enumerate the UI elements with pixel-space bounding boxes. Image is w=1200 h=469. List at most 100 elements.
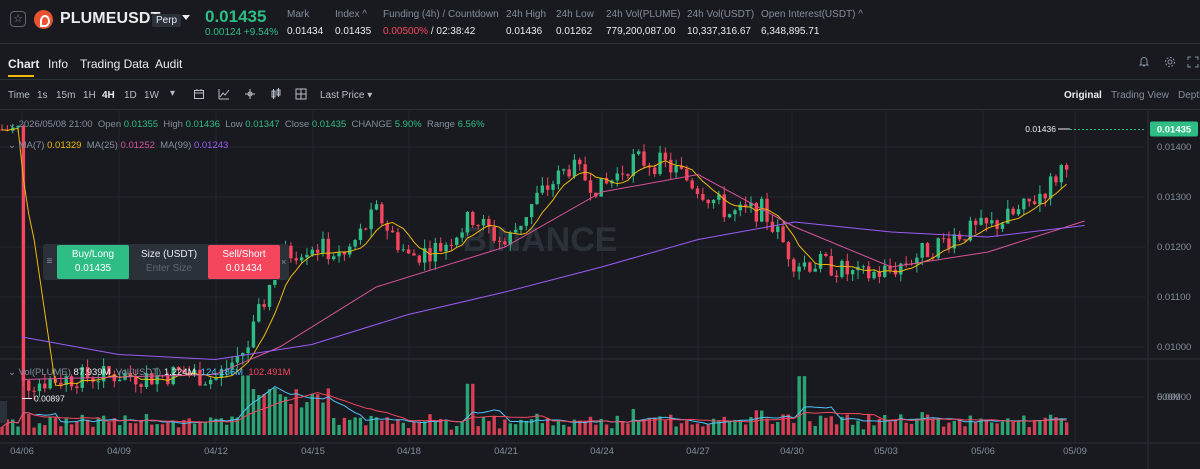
price-source-select[interactable]: Last Price ▾ [320, 90, 373, 101]
volume-bar-up [219, 418, 224, 435]
view-trading-view[interactable]: Trading View [1111, 90, 1169, 101]
volume-bar-up [861, 429, 866, 435]
candle-up [850, 270, 855, 275]
x-tick-label: 04/15 [301, 446, 325, 457]
candle-up [192, 369, 197, 375]
buy-long-button[interactable]: Buy/Long 0.01435 [57, 245, 129, 279]
volume-bar-up [818, 415, 823, 435]
candle-up [990, 220, 994, 224]
candle-down [342, 252, 347, 255]
volume-bar-up [455, 425, 459, 435]
plume-coin-icon [34, 10, 53, 29]
volume-bar-up [508, 423, 512, 435]
volume-bar-down [808, 421, 812, 435]
candle-up [818, 253, 823, 269]
settings-collapse-icon: ⌄ [8, 119, 16, 130]
volume-bar-up [1006, 418, 1010, 435]
candle-down [75, 386, 79, 388]
chart-tabs: Chart Info Trading Data Audit [0, 44, 1200, 80]
volume-bar-down [706, 424, 710, 435]
bell-icon[interactable] [1138, 56, 1150, 71]
volume-bar-down [112, 418, 117, 435]
candle-up [208, 379, 213, 385]
interval-1w[interactable]: 1W [144, 90, 159, 101]
interval-1d[interactable]: 1D [124, 90, 137, 101]
candle-up [636, 151, 641, 155]
candle-up [273, 276, 277, 285]
volume-bar-up [802, 376, 807, 435]
volume-bar-down [786, 414, 791, 435]
indicator-icon[interactable] [218, 88, 230, 103]
stat-24h-low: 24h Low 0.01262 [556, 9, 594, 37]
volume-bar-up [80, 414, 84, 435]
symbol-name[interactable]: PLUMEUSDT [60, 10, 161, 27]
candle-up [519, 225, 523, 230]
interval-15m[interactable]: 15m [56, 90, 76, 101]
interval-1s[interactable]: 1s [37, 90, 48, 101]
candle-down [476, 225, 480, 227]
tab-audit[interactable]: Audit [155, 57, 183, 71]
size-input[interactable]: Size (USDT) Enter Size [140, 249, 198, 274]
volume-bar-up [321, 402, 325, 435]
calendar-icon[interactable] [193, 88, 205, 103]
layout-icon[interactable] [295, 88, 307, 103]
volume-bar-up [37, 423, 42, 435]
candle-up [1038, 193, 1042, 205]
candle-down [786, 242, 791, 260]
candle-down [792, 259, 796, 272]
last-price: 0.01435 [205, 7, 267, 26]
tab-chart[interactable]: Chart [8, 57, 40, 71]
candle-down [1043, 193, 1047, 199]
stat-value: 10,337,316.67 [687, 26, 751, 37]
volume-bar-up [299, 407, 304, 435]
sell-short-button[interactable]: Sell/Short 0.01434 [208, 245, 280, 279]
chart-type-icon[interactable] [244, 88, 256, 103]
x-tick-label: 04/30 [780, 446, 804, 457]
candle-down [166, 375, 170, 385]
candle-down [59, 382, 63, 385]
candle-up [358, 228, 363, 240]
tab-trading-data[interactable]: Trading Data [80, 57, 149, 71]
candle-down [27, 380, 31, 391]
expand-icon[interactable] [1187, 56, 1199, 71]
volume-bar-up [144, 414, 149, 435]
star-icon[interactable]: ☆ [10, 11, 26, 27]
volume-bar-down [1011, 421, 1015, 435]
volume-tick-label: 500M [1157, 392, 1181, 403]
drag-handle-icon[interactable]: ≡ [46, 256, 53, 267]
candle-down [32, 390, 36, 392]
volume-bar-down [128, 422, 133, 435]
interval-4h[interactable]: 4H [102, 90, 115, 101]
quick-order-widget: ≡ Buy/Long 0.01435 Size (USDT) Enter Siz… [43, 244, 289, 280]
view-original[interactable]: Original [1064, 90, 1102, 101]
interval-time[interactable]: Time [8, 90, 30, 101]
volume-bar-down [262, 393, 266, 435]
view-depth[interactable]: Depth [1178, 90, 1200, 101]
volume-bar-up [610, 428, 614, 435]
settings-icon[interactable] [1164, 56, 1176, 71]
volume-bar-up [241, 375, 245, 435]
candle-down [471, 212, 475, 226]
volume-bar-down [695, 423, 700, 435]
stat-label: 24h Low [556, 9, 594, 20]
candle-down [198, 369, 202, 386]
interval-1h[interactable]: 1H [83, 90, 96, 101]
tab-info[interactable]: Info [48, 57, 69, 71]
volume-bar-down [21, 371, 26, 435]
candle-style-icon[interactable] [270, 88, 282, 103]
volume-bar-up [96, 418, 100, 435]
interval-more-icon[interactable]: ▾ [170, 88, 176, 99]
price-chart[interactable]: BINANCE 0.014000.013000.012000.011000.01… [0, 111, 1200, 469]
ma-collapse-icon: ⌄ [8, 140, 16, 151]
low-marker-label: 0.00897 [34, 394, 65, 404]
stat-24h-vol-plume: 24h Vol(PLUME) 779,200,087.00 [606, 9, 680, 37]
candle-up [310, 249, 314, 255]
x-tick-label: 04/21 [494, 446, 518, 457]
close-icon[interactable]: × [281, 257, 287, 267]
candle-up [299, 257, 304, 261]
volume-bar-up [118, 425, 122, 435]
candle-down [743, 204, 748, 207]
volume-bar-down [685, 420, 689, 435]
volume-bar-up [235, 417, 240, 435]
chevron-down-icon[interactable] [182, 15, 190, 20]
